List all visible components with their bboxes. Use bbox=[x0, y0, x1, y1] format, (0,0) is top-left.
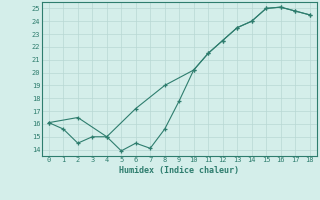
X-axis label: Humidex (Indice chaleur): Humidex (Indice chaleur) bbox=[119, 166, 239, 175]
